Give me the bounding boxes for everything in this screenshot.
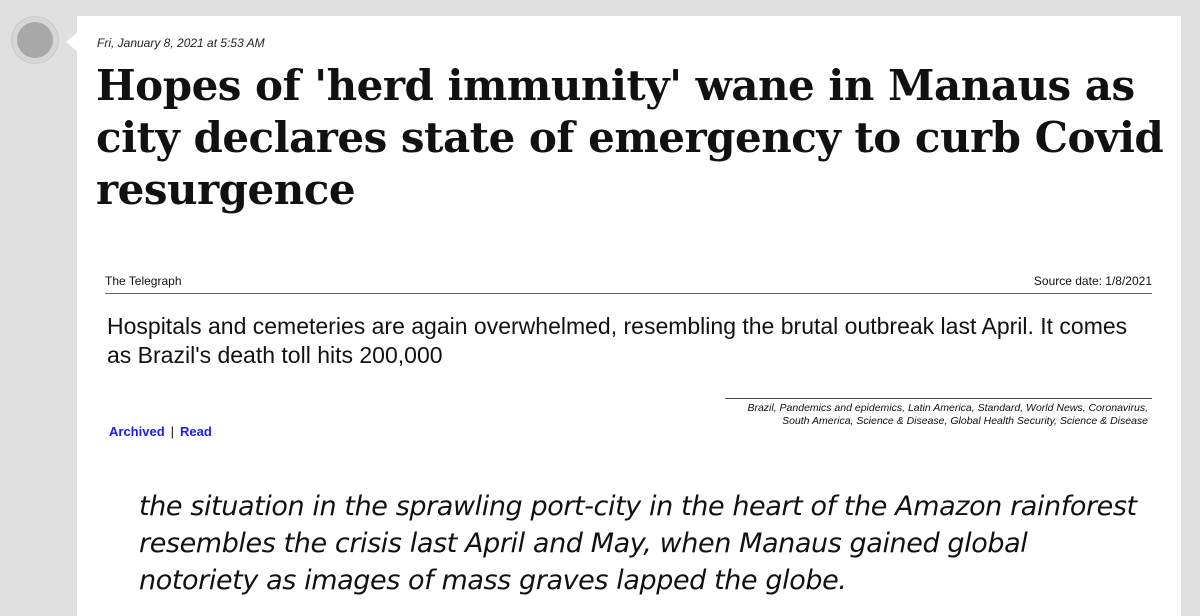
card-pointer	[66, 32, 78, 52]
article-summary: Hospitals and cemeteries are again overw…	[107, 313, 1128, 368]
tags-divider	[725, 398, 1152, 399]
source-name: The Telegraph	[105, 274, 182, 288]
source-row: The Telegraph Source date: 1/8/2021	[105, 273, 1152, 294]
avatar[interactable]	[12, 17, 58, 63]
article-links: Archived | Read	[109, 424, 212, 439]
post-timestamp: Fri, January 8, 2021 at 5:53 AM	[97, 36, 265, 50]
link-separator: |	[170, 424, 175, 439]
source-date: Source date: 1/8/2021	[1033, 274, 1152, 288]
headline: Hopes of 'herd immunity' wane in Manaus …	[96, 61, 1164, 214]
article-quote: the situation in the sprawling port-city…	[139, 491, 1137, 596]
read-link[interactable]: Read	[180, 424, 212, 439]
article-tags: Brazil, Pandemics and epidemics, Latin A…	[747, 402, 1148, 427]
archived-link[interactable]: Archived	[109, 424, 165, 439]
post-card: Fri, January 8, 2021 at 5:53 AM Hopes of…	[77, 16, 1181, 616]
